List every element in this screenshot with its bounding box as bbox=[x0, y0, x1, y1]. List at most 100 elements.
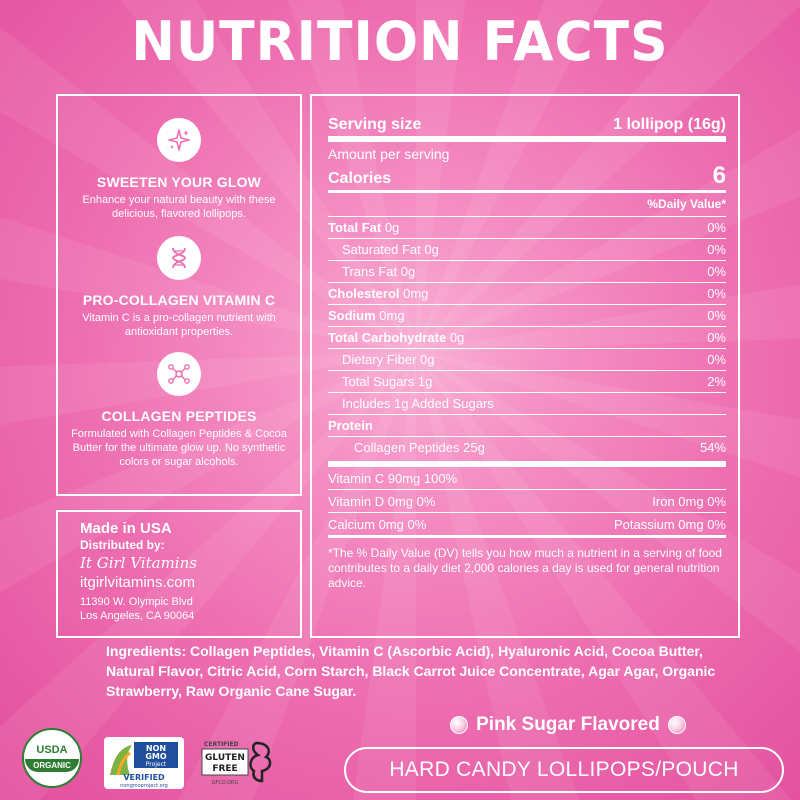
website: itgirlvitamins.com bbox=[80, 574, 196, 591]
gluten-free-logo: CERTIFIED GLUTEN FREE GFCO.ORG bbox=[200, 737, 276, 787]
nutrient-amount: Total Sugars 1g bbox=[342, 374, 433, 389]
gluten-url: GFCO.ORG bbox=[212, 780, 239, 786]
calories-label: Calories bbox=[328, 170, 392, 187]
feature-sweeten-glow: SWEETEN YOUR GLOW Enhance your natural b… bbox=[58, 118, 300, 221]
feature-description: Vitamin C is a pro-collagen nutrient wit… bbox=[82, 312, 276, 338]
candy-icon bbox=[667, 716, 686, 734]
daily-value-header: %Daily Value* bbox=[647, 197, 726, 211]
feature-description: Enhance your natural beauty with these d… bbox=[82, 194, 276, 220]
serving-size-row: Serving size 1 lollipop (16g) bbox=[328, 116, 726, 136]
feature-title: SWEETEN YOUR GLOW bbox=[96, 174, 262, 190]
nutrient-daily-value: 0% bbox=[707, 286, 726, 301]
candy-icon bbox=[450, 716, 469, 734]
feature-title: COLLAGEN PEPTIDES bbox=[101, 408, 257, 424]
feature-collagen-peptides: COLLAGEN PEPTIDES Formulated with Collag… bbox=[58, 352, 300, 469]
address: 11390 W. Olympic Blvd Los Angeles, CA 90… bbox=[80, 595, 197, 623]
nutrient-name: Total Carbohydrate 0g bbox=[328, 330, 464, 345]
flavor-label: Pink Sugar Flavored bbox=[476, 714, 660, 735]
nutrient-row: Total Sugars 1g 2% bbox=[328, 371, 726, 392]
divider-thin bbox=[328, 414, 726, 415]
nutrient-row: Sodium 0mg 0% bbox=[328, 305, 726, 326]
nongmo-gmo: GMO bbox=[145, 752, 167, 761]
divider-thick bbox=[328, 461, 726, 467]
nutrient-row: Cholesterol 0mg 0% bbox=[328, 283, 726, 304]
ingredients-block: Ingredients: Collagen Peptides, Vitamin … bbox=[106, 641, 716, 701]
nutrient-daily-value: 2% bbox=[707, 374, 726, 389]
nutrient-name-bold: Cholesterol bbox=[328, 286, 400, 301]
nutrient-name: Sodium 0mg bbox=[328, 308, 405, 323]
features-panel: SWEETEN YOUR GLOW Enhance your natural b… bbox=[56, 94, 302, 496]
vitamin-c-row: Vitamin C 90mg 100% bbox=[328, 467, 726, 489]
address-line-1: 11390 W. Olympic Blvd bbox=[80, 596, 193, 608]
distributed-by-label: Distributed by: bbox=[80, 538, 165, 552]
divider-thin bbox=[328, 436, 726, 437]
nongmo-verified: VERIFIED bbox=[123, 773, 165, 782]
nutrient-row: Trans Fat 0g 0% bbox=[328, 261, 726, 282]
nutrient-name: Trans Fat 0g bbox=[342, 264, 415, 279]
nutrient-amount: 0g bbox=[446, 330, 465, 345]
dna-icon bbox=[157, 236, 201, 280]
ingredients-text: Collagen Peptides, Vitamin C (Ascorbic A… bbox=[106, 643, 716, 699]
nongmo-non: NON bbox=[146, 744, 166, 753]
divider-thin bbox=[328, 489, 726, 490]
non-gmo-project-logo: NON GMO Project VERIFIED nongmoproject.o… bbox=[104, 737, 184, 789]
molecule-icon bbox=[157, 352, 201, 396]
divider-thin bbox=[328, 216, 726, 217]
amount-per-serving: Amount per serving bbox=[328, 146, 450, 162]
nutrient-amount: 0mg bbox=[399, 286, 429, 301]
nutrient-amount: Collagen Peptides 25g bbox=[354, 440, 485, 455]
nutrient-name: Collagen Peptides 25g bbox=[354, 440, 485, 455]
nutrient-amount: 0g bbox=[381, 220, 400, 235]
divider-thin bbox=[328, 260, 726, 261]
nutrient-amount: Trans Fat 0g bbox=[342, 264, 416, 279]
nutrient-name-bold: Total Fat bbox=[328, 220, 382, 235]
product-type-pill: HARD CANDY LOLLIPOPS/POUCH bbox=[344, 747, 784, 793]
nutrient-row: Dietary Fiber 0g 0% bbox=[328, 349, 726, 370]
nutrient-row: Protein bbox=[328, 415, 726, 436]
calories-row: Calories 6 bbox=[328, 162, 726, 190]
flavor-line: Pink Sugar Flavored bbox=[418, 712, 718, 738]
nutrient-name: Dietary Fiber 0g bbox=[342, 352, 434, 367]
calories-value: 6 bbox=[712, 162, 726, 189]
nutrient-daily-value: 0% bbox=[707, 242, 726, 257]
divider-thin bbox=[328, 304, 726, 305]
nutrient-daily-value: 0% bbox=[707, 352, 726, 367]
nutrient-rows: Total Fat 0g 0% Saturated Fat 0g 0% Trans Fa… bbox=[328, 217, 726, 458]
vitamin-d: Vitamin D 0mg 0% bbox=[328, 494, 436, 509]
divider-thin bbox=[328, 370, 726, 371]
nongmo-project: Project bbox=[146, 761, 167, 768]
divider-thin bbox=[328, 326, 726, 327]
nutrient-row: Includes 1g Added Sugars bbox=[328, 393, 726, 414]
nutrient-daily-value: 0% bbox=[707, 264, 726, 279]
nutrient-name-bold: Total Carbohydrate bbox=[328, 330, 447, 345]
nutrient-row: Collagen Peptides 25g 54% bbox=[328, 437, 726, 458]
nutrient-name: Includes 1g Added Sugars bbox=[342, 396, 494, 411]
nutrient-amount: Includes 1g Added Sugars bbox=[342, 396, 494, 411]
nutrient-name: Cholesterol 0mg bbox=[328, 286, 428, 301]
nutrient-daily-value: 0% bbox=[707, 220, 726, 235]
nutrient-amount: Saturated Fat 0g bbox=[342, 242, 439, 257]
nutrient-daily-value: 0% bbox=[707, 308, 726, 323]
iron: Iron 0mg 0% bbox=[652, 494, 726, 509]
potassium: Potassium 0mg 0% bbox=[614, 517, 726, 532]
nutrient-name: Total Sugars 1g bbox=[342, 374, 432, 389]
nutrient-name: Total Fat 0g bbox=[328, 220, 399, 235]
vitamin-c: Vitamin C 90mg 100% bbox=[328, 471, 458, 486]
feature-pro-collagen: PRO-COLLAGEN VITAMIN C Vitamin C is a pr… bbox=[58, 236, 300, 339]
serving-size-value: 1 lollipop (16g) bbox=[613, 116, 726, 133]
page-title: NUTRITION FACTS bbox=[131, 10, 669, 74]
ingredients-label: Ingredients: bbox=[106, 643, 187, 659]
gluten-free-word: FREE bbox=[212, 764, 237, 774]
divider-medium bbox=[328, 190, 726, 193]
nutrient-name: Protein bbox=[328, 418, 373, 433]
nongmo-url: nongmoproject.org bbox=[120, 783, 168, 789]
nutrient-name-bold: Sodium bbox=[328, 308, 376, 323]
nutrient-row: Total Fat 0g 0% bbox=[328, 217, 726, 238]
sparkle-icon bbox=[157, 118, 201, 162]
divider-thin bbox=[328, 392, 726, 393]
vitamin-d-iron-row: Vitamin D 0mg 0% Iron 0mg 0% bbox=[328, 490, 726, 512]
nutrient-amount: 0mg bbox=[375, 308, 405, 323]
divider-thin bbox=[328, 348, 726, 349]
calcium: Calcium 0mg 0% bbox=[328, 517, 427, 532]
usda-organic-logo: USDA ORGANIC bbox=[22, 728, 82, 788]
